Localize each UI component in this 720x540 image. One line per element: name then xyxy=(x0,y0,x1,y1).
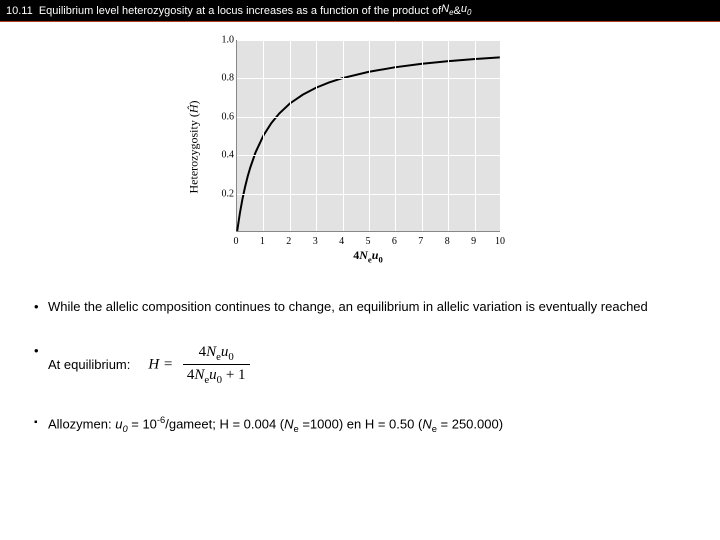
chart-container: Heterozygosity (Ĥ) 4Neu0 0.20.40.60.81.0… xyxy=(0,36,720,258)
x-tick-label: 0 xyxy=(226,236,246,247)
bullet-1: While the allelic composition continues … xyxy=(34,298,692,316)
x-tick-label: 2 xyxy=(279,236,299,247)
plot-area xyxy=(236,40,500,232)
grid-line xyxy=(422,40,423,231)
x-tick-label: 5 xyxy=(358,236,378,247)
y-tick-label: 0.6 xyxy=(214,111,234,122)
bullet-2-text: At equilibrium: xyxy=(48,356,130,374)
title-u0: u0 xyxy=(461,3,472,17)
heterozygosity-chart: Heterozygosity (Ĥ) 4Neu0 0.20.40.60.81.0… xyxy=(200,36,520,258)
grid-line xyxy=(263,40,264,231)
y-tick-label: 0.2 xyxy=(214,188,234,199)
title-ne: Ne xyxy=(441,3,453,17)
grid-line xyxy=(395,40,396,231)
x-tick-label: 7 xyxy=(411,236,431,247)
x-tick-label: 1 xyxy=(252,236,272,247)
x-axis-label: 4Neu0 xyxy=(236,248,500,264)
grid-line xyxy=(290,40,291,231)
slide-title-bar: 10.11 Equilibrium level heterozygosity a… xyxy=(0,0,720,22)
title-number: 10.11 xyxy=(6,5,33,17)
grid-line xyxy=(369,40,370,231)
y-tick-label: 1.0 xyxy=(214,35,234,46)
x-tick-label: 4 xyxy=(332,236,352,247)
x-tick-label: 8 xyxy=(437,236,457,247)
y-axis-label: Heterozygosity (Ĥ) xyxy=(187,101,202,194)
x-tick-label: 6 xyxy=(384,236,404,247)
bullet-2: At equilibrium: H = 4Neu0 4Neu0 + 1 xyxy=(34,342,692,388)
bullet-3: Allozymen: u0 = 10-6/gameet; H = 0.004 (… xyxy=(34,414,692,436)
grid-line xyxy=(316,40,317,231)
x-tick-label: 3 xyxy=(305,236,325,247)
x-tick-label: 9 xyxy=(464,236,484,247)
x-tick-label: 10 xyxy=(490,236,510,247)
grid-line xyxy=(448,40,449,231)
y-tick-label: 0.4 xyxy=(214,150,234,161)
y-tick-label: 0.8 xyxy=(214,73,234,84)
title-amp: & xyxy=(454,5,461,17)
title-text: Equilibrium level heterozygosity at a lo… xyxy=(39,5,441,17)
equation: H = 4Neu0 4Neu0 + 1 xyxy=(148,342,249,388)
grid-line xyxy=(475,40,476,231)
bullet-list: While the allelic composition continues … xyxy=(34,298,692,435)
grid-line xyxy=(343,40,344,231)
